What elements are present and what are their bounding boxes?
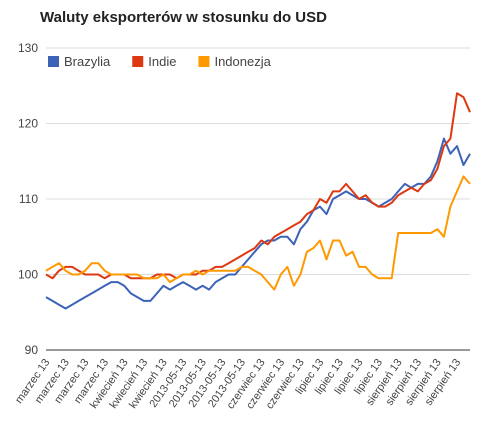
chart-title: Waluty eksporterów w stosunku do USD [40, 9, 327, 26]
y-tick-label: 100 [18, 268, 38, 282]
legend-swatch [132, 56, 144, 67]
y-tick-label: 90 [25, 343, 39, 357]
series-line [45, 137, 471, 310]
y-tick-label: 120 [18, 117, 38, 131]
legend-swatch [48, 56, 59, 67]
legend-label: Brazylia [64, 54, 111, 69]
legend-label: Indonezja [214, 54, 271, 69]
y-tick-label: 110 [19, 192, 38, 206]
y-tick-label: 130 [18, 41, 38, 55]
legend-label: Indie [148, 54, 176, 69]
series-line [45, 175, 471, 291]
legend-swatch [198, 56, 210, 67]
